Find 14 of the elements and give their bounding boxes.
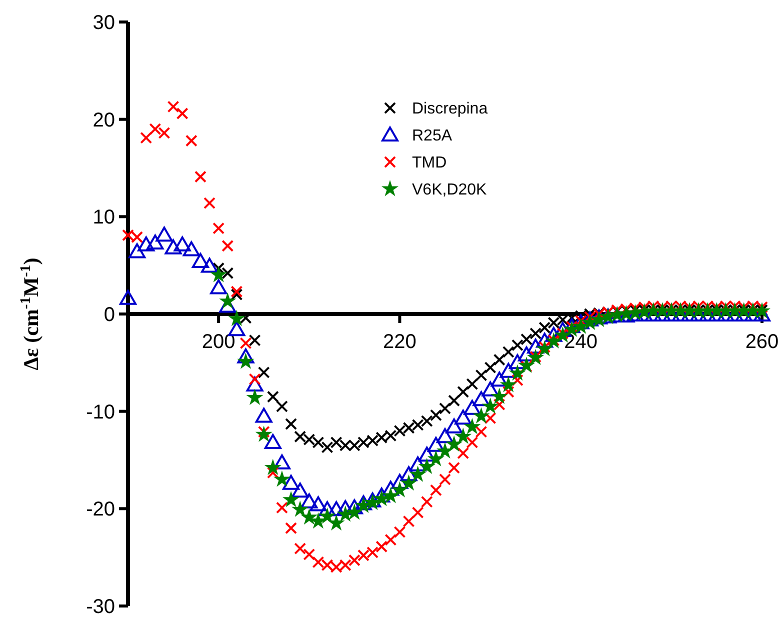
legend-label: R25A	[412, 128, 452, 145]
y-tick-label: -20	[86, 498, 115, 521]
y-tick-label: 10	[92, 206, 115, 229]
y-tick-label: -30	[86, 596, 115, 618]
legend-label: V6K,D20K	[412, 182, 488, 199]
x-tick-label: 200	[202, 331, 236, 354]
x-tick-label: 220	[383, 331, 416, 354]
y-tick-label: 20	[92, 109, 115, 132]
y-tick-label: 30	[92, 12, 115, 34]
x-tick-label: 260	[745, 331, 779, 354]
y-tick-label: -10	[86, 401, 115, 424]
legend-label: TMD	[412, 154, 447, 172]
y-tick-label: 0	[104, 304, 115, 326]
legend-label: Discrepina	[412, 100, 488, 118]
